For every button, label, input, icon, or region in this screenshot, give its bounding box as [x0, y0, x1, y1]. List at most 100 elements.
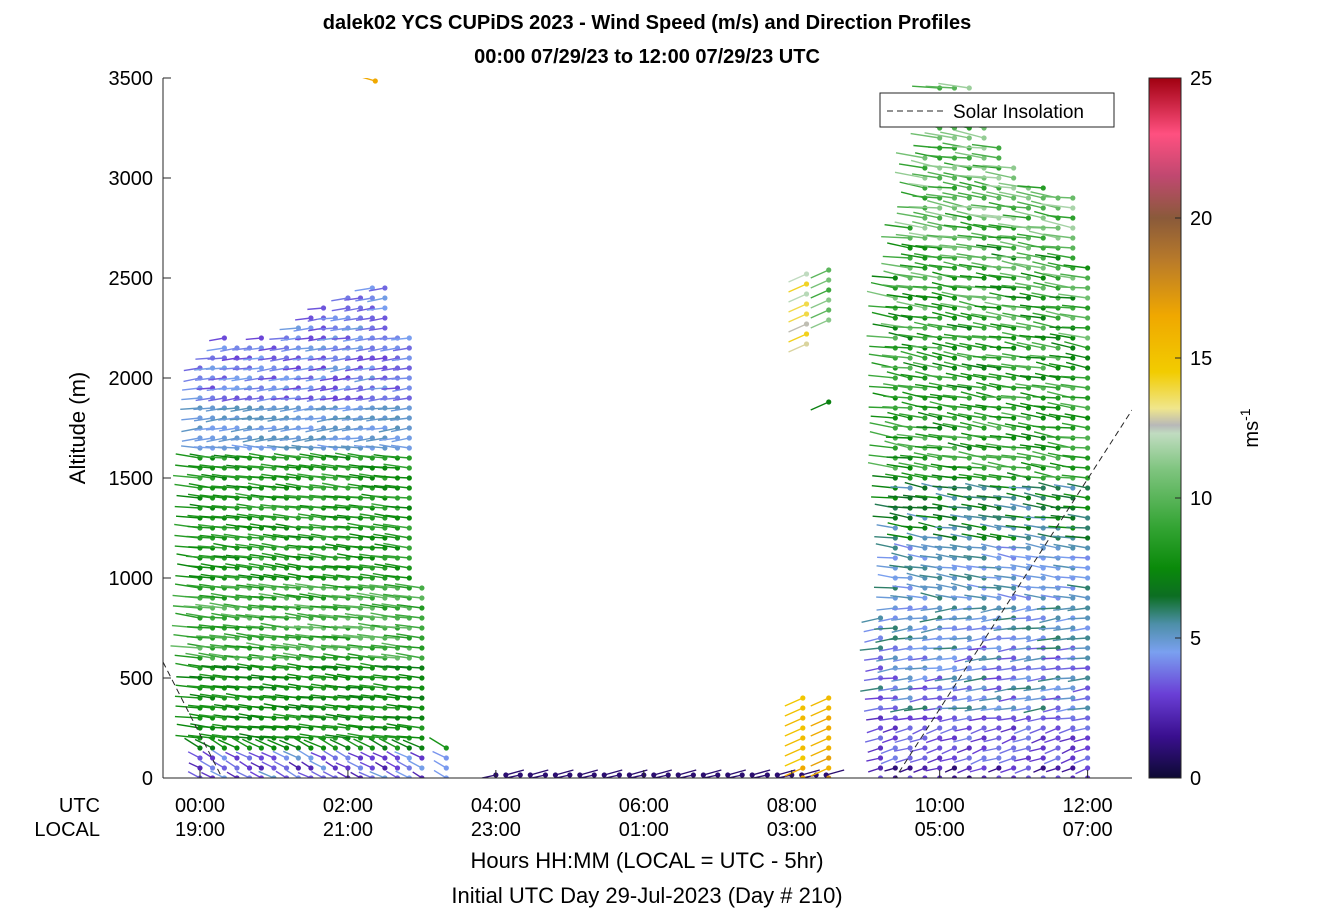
wind-barb-point [407, 505, 412, 510]
wind-barb-point [952, 175, 957, 180]
wind-barb-point [1026, 405, 1031, 410]
wind-barb-point [996, 155, 1001, 160]
wind-barb-point [996, 745, 1001, 750]
wind-barb-point [907, 405, 912, 410]
wind-barb-point [907, 355, 912, 360]
wind-barb-point [996, 695, 1001, 700]
wind-barb-point [907, 755, 912, 760]
wind-barb-point [1055, 745, 1060, 750]
wind-barb-point [210, 445, 215, 450]
wind-barb-point [1085, 345, 1090, 350]
x-tick-label-utc: 00:00 [175, 795, 225, 817]
wind-barb-point [1041, 455, 1046, 460]
wind-barb-point [296, 555, 301, 560]
wind-barb-point [952, 585, 957, 590]
wind-barb-point [407, 765, 412, 770]
x-tick-label-local: 05:00 [915, 819, 965, 841]
wind-barb-point [967, 185, 972, 190]
wind-barb-point [1085, 685, 1090, 690]
wind-barb-shaft [877, 557, 895, 558]
wind-barb-point [981, 425, 986, 430]
wind-barb-point [382, 315, 387, 320]
wind-barb-point [1041, 265, 1046, 270]
wind-barb-point [1011, 585, 1016, 590]
wind-barb-point [1085, 375, 1090, 380]
wind-barb-point [996, 545, 1001, 550]
wind-barb-point [1041, 365, 1046, 370]
wind-barb-point [370, 385, 375, 390]
wind-barb-point [1070, 355, 1075, 360]
wind-barb-point [382, 765, 387, 770]
wind-barb-point [296, 745, 301, 750]
wind-barb-point [893, 275, 898, 280]
wind-barb-point [407, 445, 412, 450]
local-row-label: LOCAL [34, 819, 100, 841]
wind-barb-point [407, 335, 412, 340]
wind-barb-point [259, 755, 264, 760]
wind-barb-point [333, 505, 338, 510]
wind-barb-point [937, 215, 942, 220]
wind-barb-point [937, 365, 942, 370]
wind-barb-point [1026, 435, 1031, 440]
wind-barb-point [937, 725, 942, 730]
wind-barb-point [407, 495, 412, 500]
wind-barb-point [1070, 755, 1075, 760]
wind-barb-point [395, 455, 400, 460]
wind-barb-point [907, 665, 912, 670]
wind-barb-point [937, 755, 942, 760]
wind-barb-point [1041, 415, 1046, 420]
wind-barb-point [1011, 765, 1016, 770]
wind-barb-point [1085, 325, 1090, 330]
wind-barb-point [937, 405, 942, 410]
wind-barb-point [937, 605, 942, 610]
wind-barb-shaft [1047, 427, 1072, 428]
wind-barb-point [197, 755, 202, 760]
wind-barb-point [444, 765, 449, 770]
wind-barb-point [1026, 395, 1031, 400]
wind-barb-point [967, 215, 972, 220]
wind-barb-point [826, 725, 831, 730]
wind-barb-point [382, 755, 387, 760]
wind-barb-point [1070, 465, 1075, 470]
wind-barb-point [1085, 395, 1090, 400]
wind-barb-point [419, 705, 424, 710]
wind-barb-point [1055, 345, 1060, 350]
wind-barb-point [419, 595, 424, 600]
wind-barb-point [419, 695, 424, 700]
wind-barb-point [952, 615, 957, 620]
wind-barb-point [407, 555, 412, 560]
wind-barb-point [893, 375, 898, 380]
wind-barb-point [419, 685, 424, 690]
wind-barb-point [222, 515, 227, 520]
wind-barb-point [407, 695, 412, 700]
wind-barb-point [952, 315, 957, 320]
x-tick-label-local: 19:00 [175, 819, 225, 841]
wind-barb-point [937, 275, 942, 280]
wind-barb-point [503, 772, 508, 777]
wind-barb-point [691, 772, 696, 777]
wind-barb-point [1070, 375, 1075, 380]
utc-row-label: UTC [59, 795, 100, 817]
wind-barb-shaft [948, 708, 969, 709]
x-tick-label-utc: 06:00 [619, 795, 669, 817]
wind-barb-point [1055, 225, 1060, 230]
wind-barb-shaft [874, 587, 895, 588]
wind-barb-point [981, 325, 986, 330]
wind-barb-point [259, 335, 264, 340]
wind-barb-point [1055, 725, 1060, 730]
wind-barb-point [234, 675, 239, 680]
wind-barb-point [1041, 325, 1046, 330]
wind-barb-point [308, 675, 313, 680]
wind-barb-point [395, 745, 400, 750]
wind-barb-point [725, 772, 730, 777]
wind-barb-point [804, 321, 809, 326]
wind-barb-point [419, 585, 424, 590]
wind-barb-shaft [1037, 648, 1058, 649]
wind-barb-point [1085, 515, 1090, 520]
wind-barb-point [419, 745, 424, 750]
wind-barb-point [382, 745, 387, 750]
wind-barb-point [407, 425, 412, 430]
wind-barb-point [878, 615, 883, 620]
wind-barb-point [893, 335, 898, 340]
wind-barb-point [370, 535, 375, 540]
